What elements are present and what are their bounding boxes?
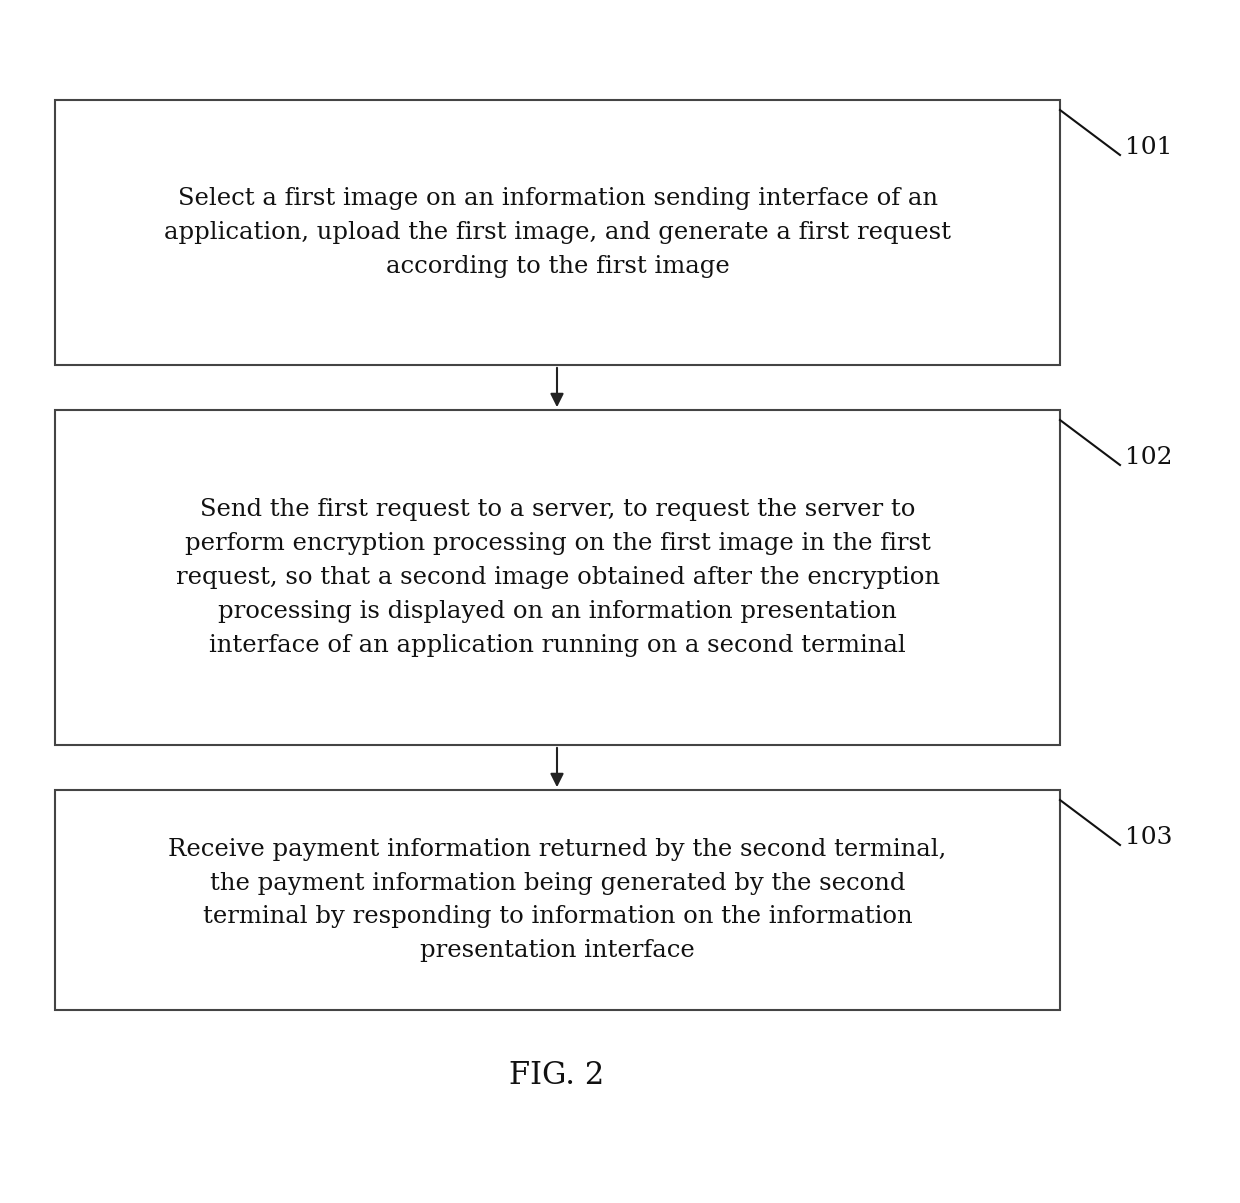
Text: Select a first image on an information sending interface of an
application, uplo: Select a first image on an information s… xyxy=(164,188,951,278)
Bar xyxy=(55,100,1060,365)
Text: 101: 101 xyxy=(1125,136,1172,160)
Bar xyxy=(55,410,1060,745)
Text: FIG. 2: FIG. 2 xyxy=(510,1060,605,1090)
Text: Send the first request to a server, to request the server to
perform encryption : Send the first request to a server, to r… xyxy=(176,498,940,657)
Text: Receive payment information returned by the second terminal,
the payment informa: Receive payment information returned by … xyxy=(169,837,946,962)
Text: 102: 102 xyxy=(1125,446,1173,469)
Text: 103: 103 xyxy=(1125,826,1173,849)
Bar xyxy=(55,790,1060,1011)
